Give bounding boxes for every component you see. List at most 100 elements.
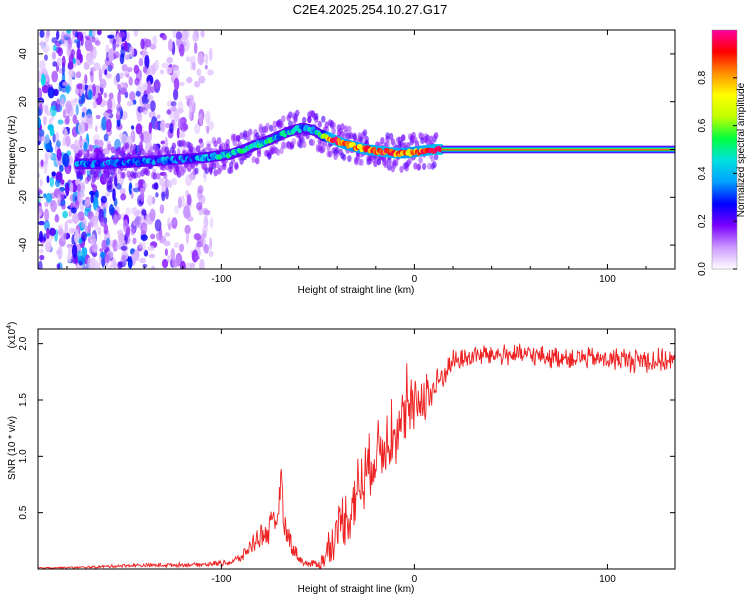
heat-cell bbox=[66, 30, 72, 34]
heat-cell bbox=[127, 257, 133, 269]
heat-cell bbox=[85, 113, 93, 126]
heat-cell bbox=[341, 153, 347, 161]
heat-cell bbox=[200, 233, 204, 246]
y-tick-label: 1.5 bbox=[18, 393, 29, 407]
heat-cell bbox=[139, 257, 147, 264]
heat-cell bbox=[213, 140, 218, 148]
heat-cell bbox=[186, 193, 192, 206]
heat-cell bbox=[116, 103, 122, 113]
heat-cell bbox=[99, 217, 108, 228]
heat-cell bbox=[66, 43, 72, 57]
heat-cell bbox=[77, 250, 82, 261]
heat-cell bbox=[85, 225, 90, 234]
heat-cell bbox=[62, 109, 67, 119]
heat-cell bbox=[159, 204, 165, 215]
heat-cell bbox=[38, 87, 42, 101]
heat-cell bbox=[95, 93, 99, 98]
heat-cell bbox=[65, 135, 71, 147]
heat-cell bbox=[321, 145, 326, 153]
heat-cell bbox=[179, 243, 185, 253]
heat-cell bbox=[93, 196, 99, 211]
heat-cell bbox=[136, 110, 143, 123]
heat-cell bbox=[109, 204, 114, 216]
heat-cell bbox=[99, 78, 107, 89]
heat-cell bbox=[116, 72, 121, 83]
x-tick-label: 100 bbox=[599, 574, 616, 585]
heat-cell bbox=[46, 30, 51, 38]
heat-cell bbox=[427, 162, 432, 170]
colorbar-tick-label: 0.4 bbox=[697, 166, 708, 180]
heat-cell bbox=[81, 247, 88, 257]
spectrogram-x-ticks: -100 0 100 bbox=[66, 30, 647, 285]
heat-cell bbox=[331, 121, 336, 129]
heat-cell bbox=[189, 262, 196, 268]
heat-cell bbox=[171, 105, 177, 112]
heat-cell bbox=[258, 123, 263, 131]
heat-cell bbox=[434, 153, 439, 161]
heat-cell bbox=[362, 129, 368, 137]
heat-cell bbox=[418, 156, 423, 164]
y-tick-label: 40 bbox=[18, 48, 29, 60]
heat-cell bbox=[204, 64, 208, 70]
heat-cell bbox=[126, 226, 131, 238]
heat-cell bbox=[92, 30, 96, 38]
heat-cell bbox=[107, 34, 115, 39]
heat-cell bbox=[173, 242, 179, 249]
heat-cell bbox=[93, 248, 98, 254]
heat-cell bbox=[324, 121, 329, 129]
heat-cell bbox=[282, 142, 288, 149]
heat-cell bbox=[56, 30, 60, 40]
heat-cell bbox=[59, 164, 64, 172]
heat-cell bbox=[150, 100, 156, 112]
heat-cell bbox=[76, 183, 81, 193]
heat-cell bbox=[68, 210, 72, 217]
heat-cell bbox=[295, 109, 300, 117]
heat-cell bbox=[107, 143, 112, 151]
heat-cell bbox=[81, 93, 86, 103]
heat-cell bbox=[279, 147, 284, 155]
heat-cell bbox=[134, 77, 140, 86]
heat-cell bbox=[105, 118, 112, 132]
heat-cell bbox=[194, 255, 200, 261]
heat-cell bbox=[430, 155, 435, 163]
heat-cell bbox=[307, 116, 312, 124]
heat-cell bbox=[163, 172, 168, 180]
heat-cell bbox=[51, 70, 59, 83]
heat-cell bbox=[126, 31, 130, 42]
heat-cell bbox=[175, 164, 180, 172]
colorbar-tick-label: 0.2 bbox=[697, 214, 708, 228]
heat-cell bbox=[38, 260, 43, 269]
heat-cell bbox=[177, 196, 182, 209]
heat-cell bbox=[198, 75, 206, 84]
heat-cell bbox=[70, 207, 77, 214]
heat-cell bbox=[229, 166, 234, 174]
heat-cell bbox=[140, 190, 145, 203]
heat-cell bbox=[56, 140, 61, 148]
heat-cell bbox=[163, 240, 171, 247]
heat-cell bbox=[89, 44, 94, 53]
heat-cell bbox=[215, 161, 220, 169]
heat-cell bbox=[328, 150, 333, 158]
heat-cell bbox=[64, 221, 68, 234]
heat-cell bbox=[62, 210, 68, 219]
heat-cell bbox=[112, 214, 118, 226]
heat-cell bbox=[109, 175, 114, 183]
heat-cell bbox=[43, 115, 47, 126]
heat-cell bbox=[130, 191, 134, 199]
heat-cell bbox=[90, 144, 95, 152]
heat-cell bbox=[83, 149, 88, 157]
heat-cell bbox=[203, 215, 209, 229]
heat-cell bbox=[72, 114, 78, 125]
heat-cell bbox=[198, 113, 203, 126]
heat-cell bbox=[166, 56, 173, 64]
heat-cell bbox=[139, 187, 146, 193]
heat-cell bbox=[154, 120, 159, 131]
heat-cell bbox=[54, 179, 61, 188]
heat-cell bbox=[44, 201, 49, 208]
heat-cell bbox=[248, 128, 253, 136]
heat-cell bbox=[43, 193, 47, 199]
heat-cell bbox=[62, 126, 66, 135]
heat-cell bbox=[108, 48, 115, 62]
heat-cell bbox=[74, 231, 80, 244]
heat-cell bbox=[116, 183, 122, 190]
